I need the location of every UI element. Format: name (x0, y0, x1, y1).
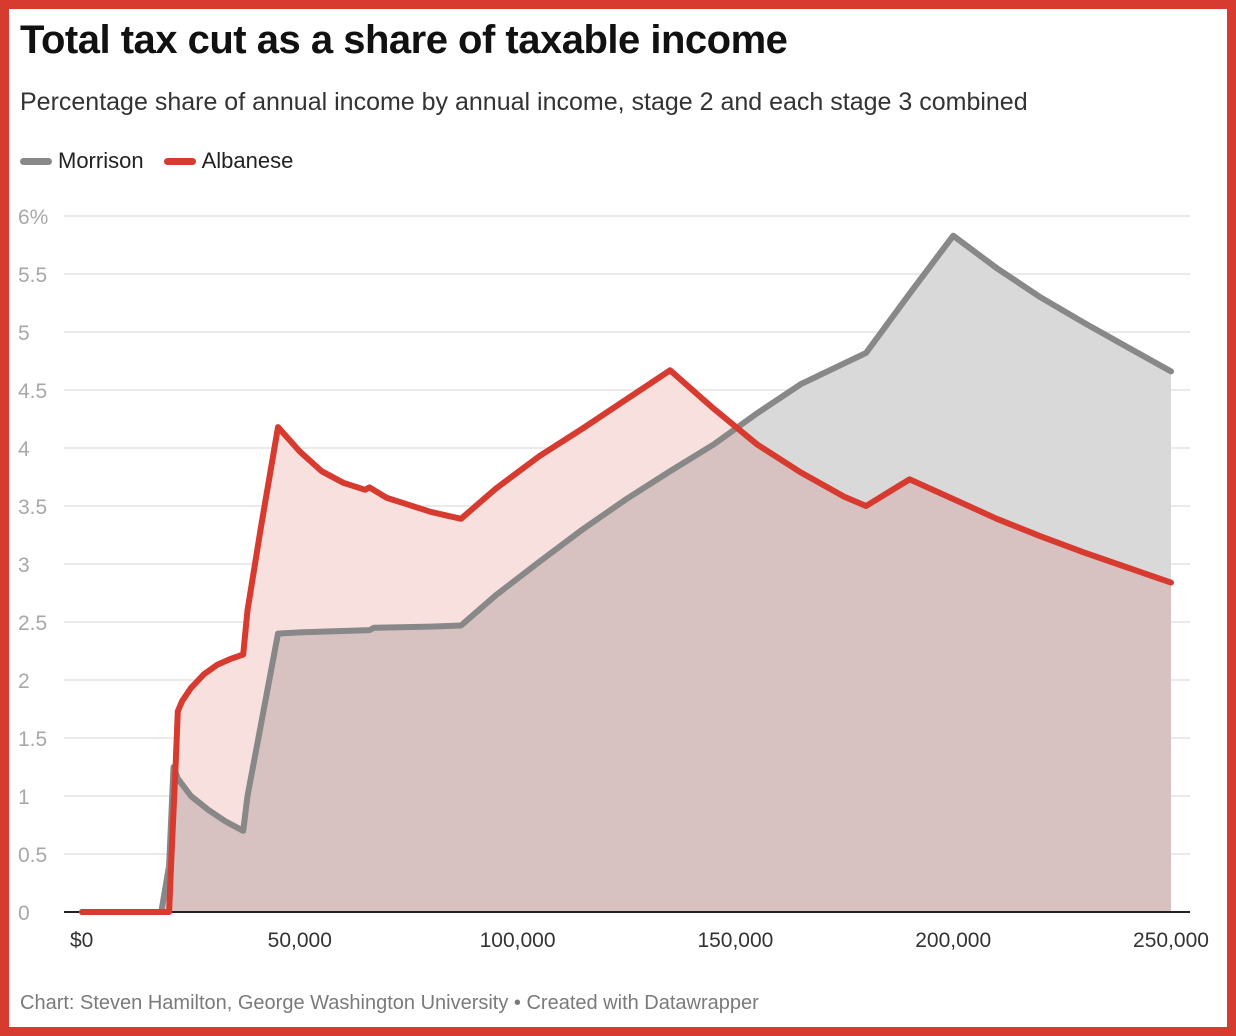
x-tick-label: 100,000 (480, 929, 556, 952)
legend-item-albanese[interactable]: Albanese (163, 148, 294, 174)
series-lines (79, 232, 1174, 915)
legend-swatch-albanese (163, 157, 196, 165)
chart-credit: Chart: Steven Hamilton, George Washingto… (20, 992, 759, 1014)
x-axis-ticks: $0 50,000 100,000 150,000 200,000 250,000 (70, 929, 1209, 952)
chart-title: Total tax cut as a share of taxable inco… (20, 18, 788, 62)
y-tick-label: 5.5 (18, 264, 47, 287)
x-tick-label: 250,000 (1133, 929, 1209, 952)
x-tick-label: 50,000 (268, 929, 332, 952)
y-tick-label: 3 (18, 554, 30, 577)
chart-legend: Morrison Albanese (20, 148, 313, 174)
y-axis-ticks: 0 0.5 1 1.5 2 2.5 3 3.5 4 4.5 5 5.5 6% (18, 206, 48, 925)
y-tick-label: 2.5 (18, 612, 47, 635)
x-tick-label: 200,000 (915, 929, 991, 952)
y-tick-label: 0 (18, 902, 30, 925)
area-fills (82, 235, 1171, 912)
y-tick-label: 5 (18, 322, 30, 345)
y-tick-label: 2 (18, 670, 30, 693)
y-tick-label: 4.5 (18, 380, 47, 403)
y-tick-label: 3.5 (18, 496, 47, 519)
legend-swatch-morrison (20, 157, 52, 165)
y-tick-label: 6% (18, 206, 48, 229)
legend-label-morrison: Morrison (58, 148, 144, 173)
y-tick-label: 1 (18, 786, 30, 809)
x-tick-label: 150,000 (697, 929, 773, 952)
chart-plot: 0 0.5 1 1.5 2 2.5 3 3.5 4 4.5 5 5.5 6% $0 50,000 100,0… (18, 206, 1209, 952)
y-tick-label: 4 (18, 438, 30, 461)
y-tick-label: 1.5 (18, 728, 47, 751)
x-tick-label: $0 (70, 929, 93, 952)
y-tick-label: 0.5 (18, 844, 47, 867)
chart-subtitle: Percentage share of annual income by ann… (20, 88, 1028, 116)
legend-label-albanese: Albanese (201, 148, 294, 173)
legend-item-morrison[interactable]: Morrison (20, 148, 144, 174)
series-line-morrison[interactable] (79, 232, 1174, 915)
series-line-albanese[interactable] (79, 367, 1174, 915)
